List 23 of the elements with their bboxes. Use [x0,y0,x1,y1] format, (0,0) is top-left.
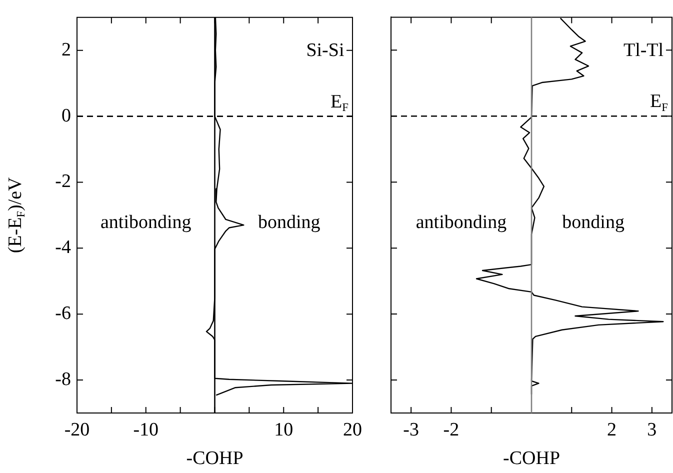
x-tick-label: -3 [403,419,419,440]
x-tick-label: 3 [647,419,657,440]
x-tick-label: -2 [443,419,460,440]
x-tick-label: -10 [133,419,159,440]
y-tick-label: 2 [62,39,71,60]
annotation: antibonding [416,212,508,233]
x-tick-label: 2 [607,419,617,440]
y-tick-label: -8 [55,369,71,390]
x-tick-label: 10 [274,419,294,440]
x-axis-title: -COHP [502,448,560,469]
x-tick-label: -20 [64,419,90,440]
x-tick-label: 20 [343,419,362,440]
annotation: bonding [258,212,321,234]
annotation: Si-Si [306,40,344,62]
y-tick-label: 0 [62,105,71,126]
annotation: antibonding [100,212,192,234]
y-tick-label: -6 [55,303,71,324]
y-tick-label: -2 [55,171,71,192]
y-tick-label: -4 [55,237,72,258]
annotation: bonding [562,212,625,233]
y-axis-title: (E-EF)/eV [4,176,28,254]
x-axis-title: -COHP [186,448,244,469]
annotation: Tl-Tl [623,40,664,61]
